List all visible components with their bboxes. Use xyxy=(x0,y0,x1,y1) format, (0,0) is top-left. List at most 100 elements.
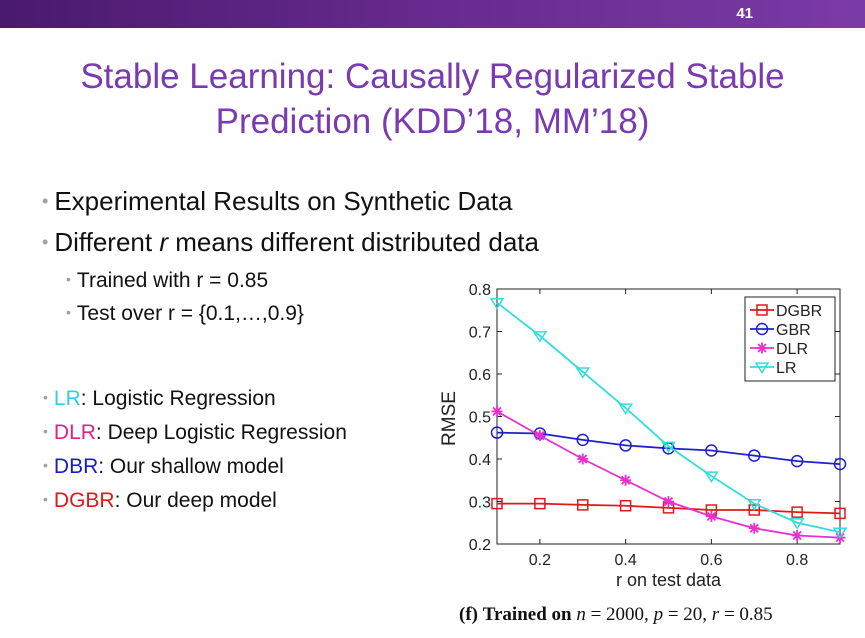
data-point-dgbr xyxy=(491,497,503,510)
caption-p-eq: = 20, xyxy=(663,604,712,625)
title-line-1: Stable Learning: Causally Regularized St… xyxy=(80,57,785,96)
x-axis-label: r on test data xyxy=(616,570,722,590)
bullet-dot-icon: • xyxy=(43,423,48,439)
data-point-dgbr xyxy=(748,504,760,516)
y-tick-label: 0.6 xyxy=(469,367,491,384)
data-point-dgbr xyxy=(534,497,546,510)
bullet-text: Experimental Results on Synthetic Data xyxy=(54,186,513,216)
data-point-dgbr xyxy=(577,499,589,511)
data-point-lr xyxy=(575,367,591,379)
legend-label-lr: LR xyxy=(776,360,796,377)
sub-bullet-text: Test over r = {0.1,…,0.9} xyxy=(76,302,304,325)
series-line-lr xyxy=(496,301,841,533)
sub-bullet-test: • Test over r = {0.1,…,0.9} xyxy=(66,302,304,326)
x-tick-label: 0.4 xyxy=(615,552,637,569)
data-point-gbr xyxy=(790,454,804,468)
y-tick-label: 0.7 xyxy=(469,325,491,342)
bullet-dot-icon: • xyxy=(43,491,48,507)
data-point-gbr xyxy=(490,426,504,439)
legend-label-dlr: DLR xyxy=(776,341,808,358)
x-tick-label: 0.8 xyxy=(786,552,808,569)
dgbr-desc: : Our deep model xyxy=(114,489,277,512)
legend-label-dgbr: DGBR xyxy=(776,303,822,320)
legend-label-gbr: GBR xyxy=(776,322,811,339)
data-point-lr xyxy=(832,527,848,539)
data-point-lr xyxy=(789,518,805,530)
lr-abbr: LR xyxy=(53,387,81,410)
title-line-2: Prediction (KDD’18, MM’18) xyxy=(215,102,650,141)
data-point-dlr xyxy=(705,510,717,522)
data-point-lr xyxy=(746,499,762,511)
slide-number: 41 xyxy=(736,5,753,22)
legend-marker-dlr xyxy=(756,342,768,354)
data-point-dlr xyxy=(748,522,760,534)
bullet-dot-icon: • xyxy=(66,304,71,320)
caption-n: n xyxy=(576,604,586,625)
bullet-dot-icon: • xyxy=(42,232,49,252)
data-point-gbr xyxy=(748,449,761,462)
sub-bullet-trained: • Trained with r = 0.85 xyxy=(66,269,268,293)
data-point-lr xyxy=(532,331,548,343)
figure-caption: (f) Trained on n = 2000, p = 20, r = 0.8… xyxy=(459,604,773,626)
data-point-dlr xyxy=(577,453,589,465)
lr-desc: : Logistic Regression xyxy=(80,387,276,410)
y-tick-label: 0.3 xyxy=(469,495,491,512)
data-point-gbr xyxy=(833,457,847,471)
sub-bullet-text: Trained with r = 0.85 xyxy=(76,269,269,292)
caption-p: p xyxy=(653,604,664,625)
dbr-abbr: DBR xyxy=(53,455,99,478)
legend-bullet-dgbr: • DGBR: Our deep model xyxy=(43,489,277,513)
bullet-text-prefix: Different xyxy=(54,227,160,257)
y-tick-label: 0.5 xyxy=(469,410,491,427)
data-point-dlr xyxy=(534,430,546,442)
bullet-text-suffix: means different distributed data xyxy=(168,227,539,257)
legend-bullet-dlr: • DLR: Deep Logistic Regression xyxy=(43,421,347,445)
data-point-dlr xyxy=(663,496,674,507)
dgbr-abbr: DGBR xyxy=(53,489,115,512)
slide-title: Stable Learning: Causally Regularized St… xyxy=(20,54,845,144)
y-axis-label: RMSE xyxy=(439,391,460,446)
data-point-gbr xyxy=(619,439,632,452)
x-tick-label: 0.6 xyxy=(700,552,722,569)
y-tick-label: 0.4 xyxy=(469,452,491,469)
x-tick-label: 0.2 xyxy=(529,552,551,569)
legend-bullet-dbr: • DBR: Our shallow model xyxy=(43,455,284,479)
y-tick-label: 0.2 xyxy=(469,537,491,554)
caption-bold: Trained on xyxy=(482,604,572,625)
bullet-dot-icon: • xyxy=(43,457,48,473)
caption-r-eq: = 0.85 xyxy=(719,604,773,625)
y-tick-label: 0.8 xyxy=(469,282,491,299)
data-point-lr xyxy=(618,403,633,415)
legend-bullet-lr: • LR: Logistic Regression xyxy=(43,387,276,411)
series-line-gbr xyxy=(496,431,841,465)
data-point-dlr xyxy=(620,474,632,486)
bullet-different-r: • Different r means different distributed… xyxy=(42,227,539,258)
data-point-dgbr xyxy=(791,506,803,518)
top-bar: 41 xyxy=(0,0,865,28)
data-point-gbr xyxy=(576,433,589,447)
dbr-desc: : Our shallow model xyxy=(98,455,284,478)
data-point-dgbr xyxy=(619,500,632,512)
legend-marker-lr xyxy=(754,362,770,374)
legend-marker-dgbr xyxy=(756,304,768,316)
series-line-dgbr xyxy=(497,502,841,515)
bullet-dot-icon: • xyxy=(66,271,71,287)
data-point-dlr xyxy=(791,530,803,541)
caption-n-eq: = 2000, xyxy=(585,604,654,625)
bullet-experimental-results: • Experimental Results on Synthetic Data xyxy=(42,186,512,217)
dlr-abbr: DLR xyxy=(53,421,96,444)
data-point-lr xyxy=(704,471,719,483)
bullet-var-r: r xyxy=(159,227,168,257)
data-point-lr xyxy=(661,441,676,454)
bullet-dot-icon: • xyxy=(42,191,49,211)
rmse-line-chart: 0.2 0.3 0.4 0.5 0.6 0.7 0.8 0.2 0.4 0.6 0.8 r on te… xyxy=(439,282,848,590)
data-point-lr xyxy=(489,298,505,310)
legend-marker-gbr xyxy=(755,322,769,336)
bullet-dot-icon: • xyxy=(43,389,48,405)
data-point-gbr xyxy=(705,444,718,457)
data-point-dlr xyxy=(491,405,503,417)
data-point-dgbr xyxy=(834,507,846,520)
caption-label: (f) xyxy=(459,604,478,625)
dlr-desc: : Deep Logistic Regression xyxy=(95,421,347,444)
caption-r: r xyxy=(711,604,720,625)
